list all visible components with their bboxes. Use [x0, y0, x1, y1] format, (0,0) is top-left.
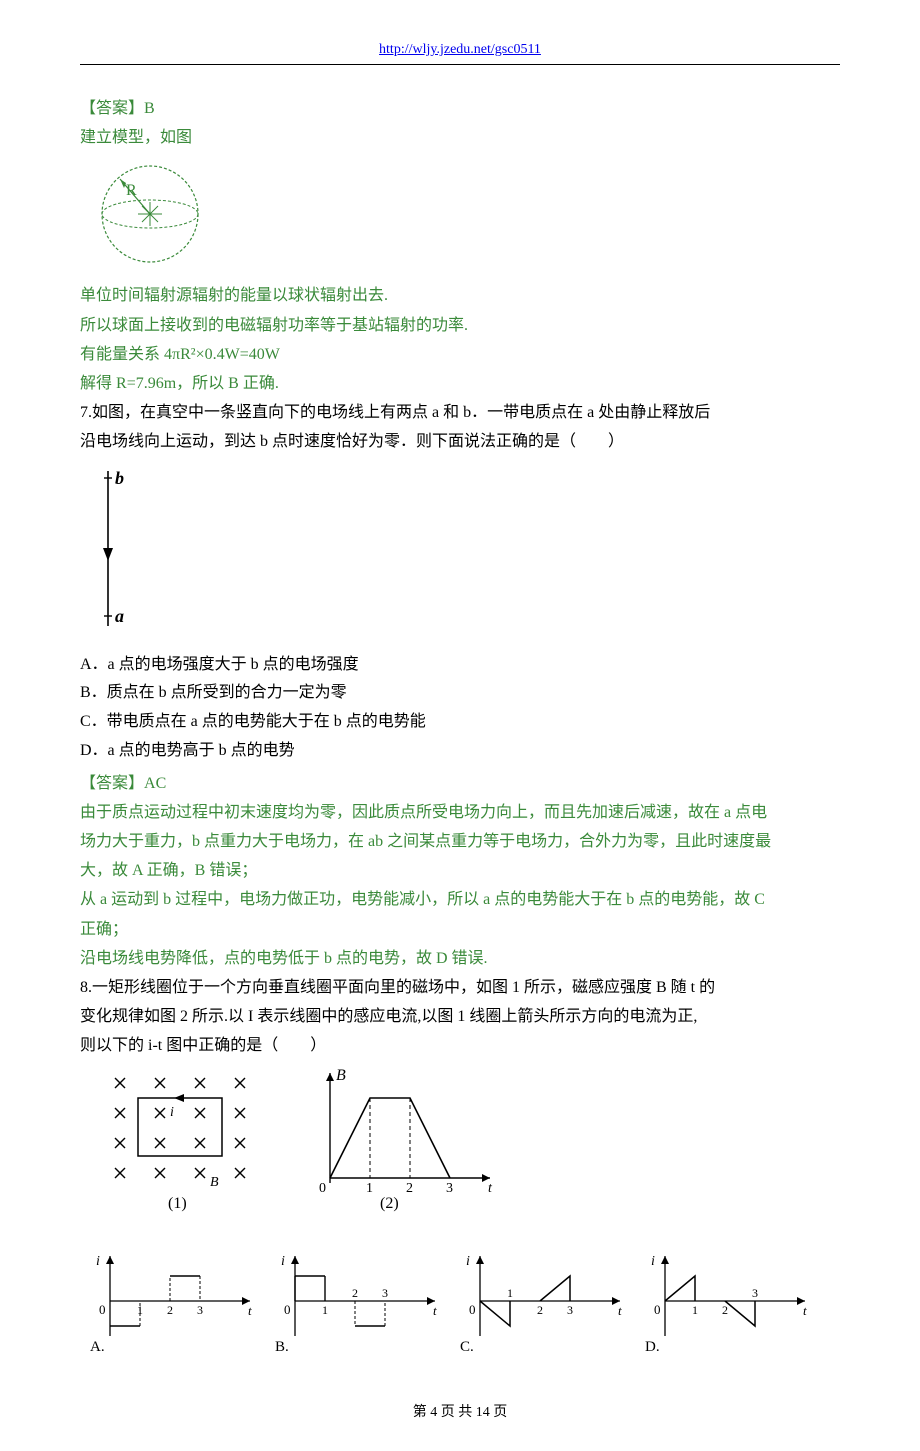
q7-choices: A．a 点的电场强度大于 b 点的电场强度 B．质点在 b 点所受到的合力一定为…	[80, 651, 840, 766]
svg-text:D.: D.	[645, 1339, 660, 1355]
q7-expl-1: 由于质点运动过程中初末速度均为零，因此质点所受电场力向上，而且先加速后减速，故在…	[80, 799, 840, 826]
fig2-t-label: t	[488, 1181, 493, 1196]
svg-text:t: t	[433, 1303, 437, 1318]
svg-text:0: 0	[654, 1302, 661, 1317]
current-label-i: i	[170, 1105, 174, 1120]
fig1-crosses	[115, 1078, 245, 1178]
q8-stem-1: 8.一矩形线圈位于一个方向垂直线圈平面向里的磁场中，如图 1 所示，磁感应强度 …	[80, 974, 840, 1001]
point-b-label: b	[115, 468, 124, 488]
q7-expl-4: 从 a 运动到 b 过程中，电场力做正功，电势能减小，所以 a 点的电势能大于在…	[80, 886, 840, 913]
opt-d-graph: i t 0 1 2 3 D.	[645, 1254, 807, 1355]
svg-text:t: t	[803, 1303, 807, 1318]
answer6-line5: 解得 R=7.96m，所以 B 正确.	[80, 370, 840, 397]
answer6-line4: 有能量关系 4πR²×0.4W=40W	[80, 341, 840, 368]
svg-text:1: 1	[137, 1303, 143, 1317]
answer6-label-line: 【答案】B	[80, 95, 840, 122]
q7-expl-3: 大，故 A 正确，B 错误；	[80, 857, 840, 884]
fig2-b-label: B	[336, 1068, 346, 1084]
svg-text:3: 3	[197, 1303, 203, 1317]
field-arrowhead	[103, 548, 113, 561]
q7-choice-b: B．质点在 b 点所受到的合力一定为零	[80, 679, 840, 708]
opt-b-graph: i t 0 1 2 3 B.	[275, 1254, 437, 1355]
svg-text:1: 1	[322, 1303, 328, 1317]
q7-answer-value: AC	[144, 775, 166, 792]
fig2-group: B t 0 1 2 3 (2)	[319, 1068, 493, 1212]
q8-stem-2: 变化规律如图 2 所示.以 I 表示线圈中的感应电流,以图 1 线圈上箭头所示方…	[80, 1003, 840, 1030]
q7-choice-a: A．a 点的电场强度大于 b 点的电场强度	[80, 651, 840, 680]
fig1-label: (1)	[168, 1195, 187, 1212]
answer6-line2: 单位时间辐射源辐射的能量以球状辐射出去.	[80, 282, 840, 309]
svg-text:C.: C.	[460, 1339, 474, 1355]
header-rule	[80, 64, 840, 65]
svg-text:A.: A.	[90, 1339, 105, 1355]
answer6-value: B	[144, 100, 155, 117]
answer6-line3: 所以球面上接收到的电磁辐射功率等于基站辐射的功率.	[80, 312, 840, 339]
fig2-y-arrow	[326, 1073, 334, 1081]
svg-text:i: i	[651, 1254, 655, 1269]
page-footer: 第 4 页 共 14 页	[80, 1401, 840, 1421]
point-a-label: a	[115, 606, 124, 626]
svg-text:0: 0	[469, 1302, 476, 1317]
source-burst	[138, 202, 162, 226]
svg-text:t: t	[248, 1303, 252, 1318]
fig2-tick1: 1	[366, 1181, 373, 1196]
svg-text:t: t	[618, 1303, 622, 1318]
svg-text:1: 1	[507, 1286, 513, 1300]
fig2-tick2: 2	[406, 1181, 413, 1196]
opt-c-graph: i t 0 1 2 3 C.	[460, 1254, 622, 1355]
q7-expl-2: 场力大于重力，b 点重力大于电场力，在 ab 之间某点重力等于电场力，合外力为零…	[80, 828, 840, 855]
source-url[interactable]: http://wljy.jzedu.net/gsc0511	[379, 42, 541, 57]
svg-text:3: 3	[752, 1286, 758, 1300]
answer6-line5b: R=7.96m，所以 B 正确.	[112, 375, 279, 392]
q8-options-row: i t 0 1 2 3 A. i	[80, 1251, 840, 1361]
answer6-model-line: 建立模型，如图	[80, 124, 840, 151]
q7-choice-c: C．带电质点在 a 点的电势能大于在 b 点的电势能	[80, 708, 840, 737]
radius-label: R	[126, 182, 137, 199]
coil-arrow	[174, 1094, 184, 1102]
header-link: http://wljy.jzedu.net/gsc0511	[80, 40, 840, 58]
q7-answer-label: 【答案】	[80, 775, 144, 792]
answer6-line4a: 有能量关系	[80, 346, 160, 363]
svg-text:0: 0	[284, 1302, 291, 1317]
svg-text:B.: B.	[275, 1339, 289, 1355]
fig2-tick3: 3	[446, 1181, 453, 1196]
field-label-b: B	[210, 1175, 219, 1190]
svg-text:2: 2	[537, 1303, 543, 1317]
svg-text:i: i	[96, 1254, 100, 1269]
q7-answer-line: 【答案】AC	[80, 770, 840, 797]
q7-choice-d: D．a 点的电势高于 b 点的电势	[80, 737, 840, 766]
svg-text:1: 1	[692, 1303, 698, 1317]
q7-stem-1: 7.如图，在真空中一条竖直向下的电场线上有两点 a 和 b．一带电质点在 a 处…	[80, 399, 840, 426]
svg-text:2: 2	[722, 1303, 728, 1317]
svg-text:i: i	[281, 1254, 285, 1269]
fig2-origin: 0	[319, 1181, 326, 1196]
answer6-line4b: 4πR²×0.4W=40W	[160, 346, 280, 363]
svg-text:2: 2	[167, 1303, 173, 1317]
sphere-diagram: R	[90, 159, 840, 274]
q7-expl-6: 沿电场线电势降低，点的电势低于 b 点的电势，故 D 错误.	[80, 945, 840, 972]
opt-a-graph: i t 0 1 2 3 A.	[90, 1254, 252, 1355]
q7-field-diagram: b a	[98, 466, 840, 641]
coil-rect	[138, 1098, 222, 1156]
svg-text:i: i	[466, 1254, 470, 1269]
fig1-group: i B (1)	[115, 1078, 245, 1212]
q7-stem-2: 沿电场线向上运动，到达 b 点时速度恰好为零．则下面说法正确的是（ ）	[80, 428, 840, 455]
q8-fig-row-top: i B (1) B t 0 1 2 3 (2)	[80, 1068, 840, 1243]
svg-text:3: 3	[567, 1303, 573, 1317]
fig2-curve	[330, 1098, 450, 1178]
answer6-label: 【答案】	[80, 100, 144, 117]
svg-text:3: 3	[382, 1286, 388, 1300]
svg-text:0: 0	[99, 1302, 106, 1317]
q8-stem-3: 则以下的 i-t 图中正确的是（ ）	[80, 1032, 840, 1059]
svg-text:2: 2	[352, 1286, 358, 1300]
fig2-label: (2)	[380, 1195, 399, 1212]
q7-expl-5: 正确；	[80, 916, 840, 943]
answer6-line5a: 解得	[80, 375, 112, 392]
